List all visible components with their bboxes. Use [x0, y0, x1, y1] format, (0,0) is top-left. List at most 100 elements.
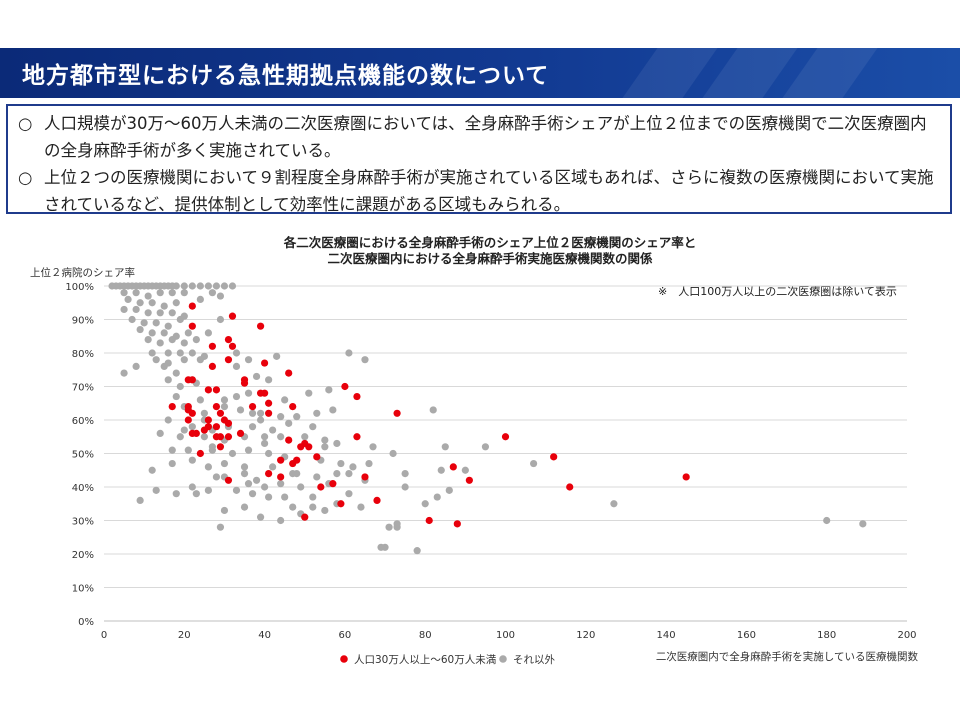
- gray-point: [136, 325, 144, 334]
- gray-point: [172, 392, 180, 401]
- gray-point: [345, 349, 353, 357]
- gray-point: [188, 483, 196, 491]
- gray-point: [301, 433, 309, 441]
- gray-point: [148, 329, 156, 337]
- red-point: [373, 496, 381, 504]
- gray-point: [256, 513, 265, 521]
- gray-point: [204, 486, 212, 494]
- x-tick-label: 200: [897, 630, 916, 641]
- gray-point: [445, 486, 453, 494]
- gray-point: [176, 349, 184, 357]
- red-point: [212, 403, 221, 411]
- red-point: [297, 443, 305, 451]
- y-tick-label: 80%: [72, 349, 94, 360]
- red-point: [353, 433, 361, 441]
- gray-point: [132, 305, 140, 314]
- summary-box: ○ 人口規模が30万～60万人未満の二次医療圏においては、全身麻酔手術シェアが上…: [6, 104, 952, 214]
- gray-point: [156, 339, 164, 347]
- gray-point: [204, 329, 212, 337]
- gray-point: [160, 329, 168, 337]
- gray-point: [136, 299, 144, 307]
- red-point: [188, 376, 196, 384]
- red-point: [289, 403, 297, 411]
- gray-point: [220, 506, 229, 515]
- y-tick-label: 60%: [72, 416, 94, 427]
- header-stripe: [702, 48, 798, 98]
- red-point: [353, 392, 361, 401]
- gray-point: [313, 473, 321, 481]
- gray-point: [176, 433, 184, 441]
- red-point: [240, 379, 249, 387]
- gray-point: [188, 423, 196, 431]
- red-point: [341, 382, 349, 391]
- red-point: [200, 426, 208, 434]
- chart-note: ※ 人口100万人以上の二次医療圏は除いて表示: [658, 284, 897, 298]
- red-point: [449, 463, 457, 471]
- gray-point: [281, 396, 289, 404]
- red-point: [501, 433, 510, 441]
- red-point: [329, 480, 337, 488]
- red-point: [184, 416, 192, 424]
- gray-point: [172, 369, 180, 377]
- summary-bullet-2: ○ 上位２つの医療機関において９割程度全身麻酔手術が実施されている区域もあれば、…: [18, 164, 938, 218]
- gray-point: [361, 356, 369, 364]
- x-tick-label: 120: [576, 630, 595, 641]
- gray-point: [128, 315, 136, 324]
- gray-point: [252, 372, 261, 381]
- red-point: [208, 342, 217, 350]
- gray-point: [285, 419, 293, 427]
- x-tick-label: 80: [419, 630, 432, 641]
- gray-point: [265, 493, 273, 501]
- red-point: [224, 476, 233, 484]
- gray-point: [293, 413, 301, 421]
- red-point: [188, 302, 196, 310]
- summary-bullet-1: ○ 人口規模が30万～60万人未満の二次医療圏においては、全身麻酔手術シェアが上…: [18, 110, 938, 164]
- gray-point: [232, 349, 241, 357]
- y-tick-label: 50%: [72, 450, 94, 461]
- gray-point: [176, 315, 184, 324]
- y-tick-label: 100%: [65, 282, 94, 293]
- gray-point: [859, 520, 867, 528]
- red-point: [265, 470, 273, 478]
- bullet-mark: ○: [18, 114, 33, 133]
- red-point: [682, 473, 690, 481]
- gray-point: [124, 295, 132, 303]
- gray-point: [413, 547, 421, 555]
- gray-point: [232, 486, 241, 494]
- gray-point: [188, 349, 196, 357]
- gray-point: [204, 282, 212, 290]
- gray-point: [220, 396, 229, 404]
- gray-point: [208, 289, 217, 297]
- red-point: [236, 429, 245, 437]
- gray-point: [192, 490, 200, 498]
- red-point: [212, 386, 221, 394]
- gray-point: [212, 282, 221, 290]
- gray-point: [172, 490, 180, 498]
- gray-point: [212, 473, 221, 481]
- gray-point: [401, 483, 409, 491]
- red-point: [465, 476, 473, 484]
- red-point: [301, 513, 309, 521]
- bullet-text: 上位２つの医療機関において９割程度全身麻酔手術が実施されている区域もあれば、さら…: [44, 168, 934, 214]
- gray-point: [136, 496, 144, 504]
- gray-point: [148, 466, 156, 474]
- gray-point: [220, 403, 229, 411]
- red-point: [550, 453, 558, 461]
- gray-point: [289, 503, 297, 511]
- grid-lines: [104, 285, 907, 622]
- legend-label-red: 人口30万人以上～60万人未満: [354, 654, 497, 666]
- gray-point: [244, 356, 253, 364]
- gray-point: [401, 470, 409, 478]
- gray-point: [200, 409, 208, 417]
- gray-point: [333, 439, 341, 448]
- legend-label-gray: それ以外: [513, 654, 555, 666]
- gray-point: [228, 282, 237, 290]
- gray-point: [325, 386, 333, 394]
- gray-point: [172, 299, 180, 307]
- gray-point: [132, 362, 140, 370]
- red-point: [188, 429, 196, 437]
- red-point: [212, 433, 221, 441]
- gray-point: [188, 282, 196, 290]
- red-point: [277, 473, 285, 481]
- gray-point: [164, 416, 172, 424]
